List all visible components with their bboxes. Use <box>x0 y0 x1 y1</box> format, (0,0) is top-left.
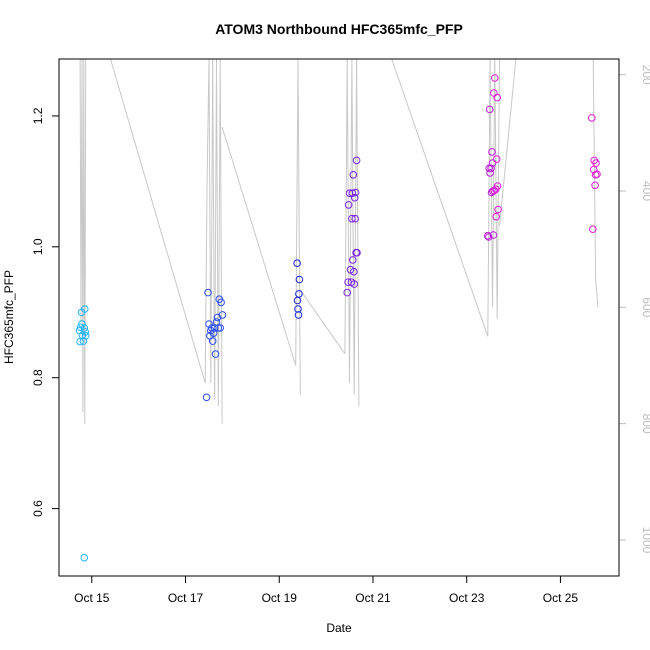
x-tick-label: Oct 23 <box>449 591 485 605</box>
data-point <box>353 248 361 257</box>
right-axis-tick-label: 200 <box>640 65 650 85</box>
y-tick-label: 0.6 <box>31 500 45 517</box>
data-point <box>488 159 497 167</box>
data-point <box>485 105 494 114</box>
data-point <box>295 290 303 298</box>
data-point <box>208 337 217 345</box>
right-axis-tick-label: 1000 <box>640 527 650 554</box>
data-point <box>76 323 85 332</box>
data-point <box>218 311 227 319</box>
data-point <box>589 225 597 233</box>
data-point <box>494 205 502 214</box>
data-point <box>80 324 89 332</box>
data-point <box>217 298 225 307</box>
profile-line <box>79 58 87 424</box>
data-point <box>349 171 358 179</box>
right-axis-tick-label: 600 <box>640 297 650 317</box>
x-tick-label: Oct 21 <box>355 591 391 605</box>
data-point <box>80 553 89 562</box>
x-tick-label: Oct 25 <box>543 591 579 605</box>
right-axis: 200 400 600 800 1000 <box>618 65 650 554</box>
y-axis: 0.6 0.8 1.0 1.2 <box>31 107 60 517</box>
data-point <box>294 311 303 319</box>
data-point <box>78 320 86 328</box>
data-point <box>352 156 361 165</box>
data-point <box>81 332 90 340</box>
data-point <box>351 214 360 223</box>
data-point <box>493 182 502 190</box>
data-point <box>493 93 502 102</box>
profile-line <box>344 58 360 407</box>
data-point <box>343 288 352 297</box>
data-point <box>348 189 357 197</box>
altitude-profiles <box>79 58 599 424</box>
chart-title: ATOM3 Northbound HFC365mfc_PFP <box>215 21 463 37</box>
right-axis-tick-label: 400 <box>640 181 650 201</box>
data-point <box>350 267 358 276</box>
data-point <box>487 164 495 173</box>
y-tick-label: 0.8 <box>31 369 45 386</box>
data-point <box>486 169 494 177</box>
data-point <box>350 193 359 202</box>
profile-line <box>221 126 297 366</box>
data-points <box>75 74 601 562</box>
profile-line <box>110 58 206 384</box>
data-point <box>202 393 211 402</box>
data-point <box>209 329 218 338</box>
y-tick-label: 1.0 <box>31 238 45 255</box>
x-tick-label: Oct 19 <box>262 591 298 605</box>
y-tick-label: 1.2 <box>31 107 45 124</box>
data-point <box>211 350 220 358</box>
data-point <box>350 280 359 288</box>
data-point <box>492 155 501 163</box>
data-point <box>349 256 357 264</box>
profile-line <box>499 58 517 226</box>
data-point <box>593 170 601 178</box>
profile-line <box>299 289 346 355</box>
data-point <box>294 305 302 313</box>
profile-line <box>487 58 500 337</box>
data-point <box>592 159 600 167</box>
x-axis: Oct 15 Oct 17 Oct 19 Oct 21 Oct 23 Oct 25 <box>74 575 579 605</box>
data-point <box>492 212 501 221</box>
data-point <box>76 337 84 346</box>
data-point <box>588 114 596 122</box>
plot-frame <box>58 58 620 577</box>
profile-line <box>391 58 489 337</box>
data-point <box>485 164 494 173</box>
x-tick-label: Oct 17 <box>168 591 204 605</box>
profile-line <box>295 58 301 395</box>
data-point <box>216 324 224 332</box>
data-point <box>591 181 599 190</box>
data-point <box>81 328 89 336</box>
data-point <box>204 288 212 297</box>
data-point <box>348 214 356 223</box>
data-point <box>214 324 223 332</box>
data-point <box>484 231 492 240</box>
data-point <box>491 74 499 82</box>
profile-line <box>592 58 599 308</box>
data-point <box>344 201 353 209</box>
profile-line <box>204 58 223 424</box>
data-point <box>489 231 498 239</box>
x-axis-label: Date <box>326 621 352 635</box>
data-point <box>490 89 498 97</box>
data-point <box>484 233 493 241</box>
data-point <box>81 305 89 313</box>
x-tick-label: Oct 15 <box>74 591 110 605</box>
data-point <box>488 148 496 156</box>
right-axis-tick-label: 800 <box>640 414 650 434</box>
y-axis-label: HFC365mfc_PFP <box>2 270 16 364</box>
data-point <box>351 188 360 197</box>
data-point <box>295 275 304 284</box>
data-point <box>293 259 301 268</box>
